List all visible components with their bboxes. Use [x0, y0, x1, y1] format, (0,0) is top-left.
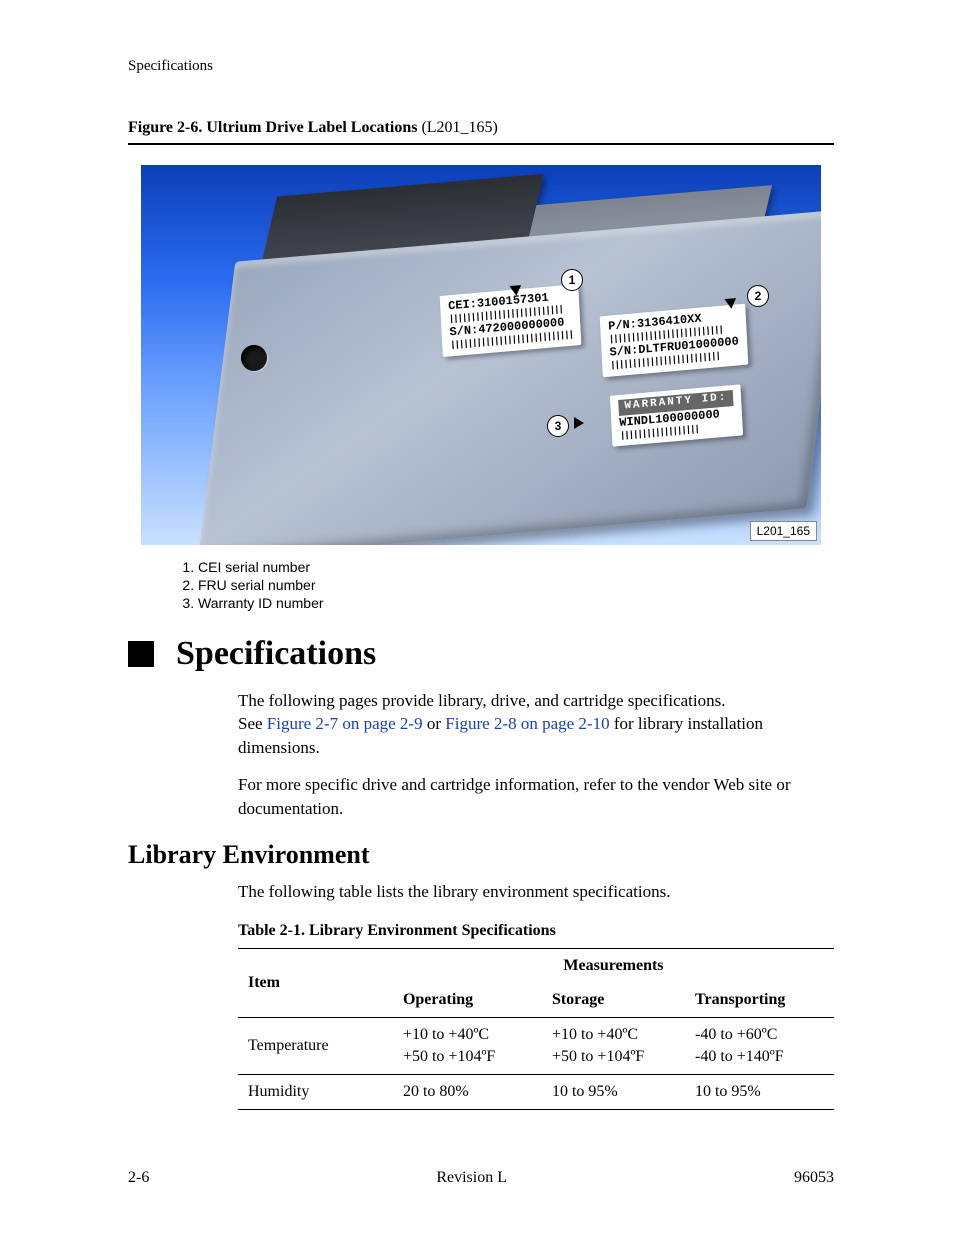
col-item: Item: [238, 948, 393, 1017]
col-measurements: Measurements: [393, 948, 834, 983]
running-head: Specifications: [128, 58, 834, 75]
figure-top-rule: [128, 143, 834, 145]
legend-item: Warranty ID number: [198, 595, 834, 611]
page-footer: 2-6 Revision L 96053: [128, 1169, 834, 1187]
drive-body: [198, 209, 821, 545]
table-title: Table 2-1. Library Environment Specifica…: [238, 920, 834, 942]
subsection-heading: Library Environment: [128, 842, 834, 868]
callout-arrow-3: [574, 417, 584, 429]
legend-item: FRU serial number: [198, 577, 834, 593]
link-figure-2-7[interactable]: Figure 2-7 on page 2-9: [267, 714, 423, 733]
footer-revision: Revision L: [436, 1169, 507, 1187]
col-transporting: Transporting: [685, 983, 834, 1018]
table-cell: 20 to 80%: [393, 1075, 542, 1110]
env-body: The following table lists the library en…: [238, 880, 834, 1110]
callout-1: 1: [561, 269, 583, 291]
table-cell: +10 to +40ºC +50 to +104ºF: [542, 1017, 685, 1074]
env-table: Item Measurements Operating Storage Tran…: [238, 948, 834, 1110]
spec-p2-prefix: See: [238, 714, 267, 733]
figure-caption-label: Figure 2-6. Ultrium Drive Label Location…: [128, 119, 417, 136]
spec-paragraph-3: For more specific drive and cartridge in…: [238, 773, 834, 820]
legend-item: CEI serial number: [198, 559, 834, 575]
label-sticker-cei: CEI:3100157301 |||||||||||||||||||||||||…: [440, 284, 582, 357]
link-figure-2-8[interactable]: Figure 2-8 on page 2-10: [445, 714, 609, 733]
table-cell: -40 to +60ºC -40 to +140ºF: [685, 1017, 834, 1074]
figure-id-tag: L201_165: [750, 521, 817, 541]
figure-image: CEI:3100157301 |||||||||||||||||||||||||…: [141, 165, 821, 545]
body-text: The following pages provide library, dri…: [238, 689, 834, 820]
env-intro: The following table lists the library en…: [238, 880, 834, 903]
figure-caption-code: (L201_165): [421, 119, 497, 136]
footer-doc-number: 96053: [794, 1169, 834, 1187]
heading-square-icon: [128, 641, 154, 667]
footer-page-number: 2-6: [128, 1169, 149, 1187]
table-cell: 10 to 95%: [685, 1075, 834, 1110]
spec-p2-mid: or: [423, 714, 446, 733]
figure-legend: CEI serial number FRU serial number Warr…: [158, 559, 834, 611]
section-heading: Specifications: [176, 637, 376, 671]
col-operating: Operating: [393, 983, 542, 1018]
callout-3: 3: [547, 415, 569, 437]
figure-caption: Figure 2-6. Ultrium Drive Label Location…: [128, 119, 834, 137]
table-cell: Temperature: [238, 1017, 393, 1074]
table-cell: Humidity: [238, 1075, 393, 1110]
section-heading-row: Specifications: [128, 637, 834, 671]
table-cell: +10 to +40ºC +50 to +104ºF: [393, 1017, 542, 1074]
col-storage: Storage: [542, 983, 685, 1018]
table-cell: 10 to 95%: [542, 1075, 685, 1110]
callout-2: 2: [747, 285, 769, 307]
label-sticker-fru: P/N:3136410XX ||||||||||||||||||||||||||…: [600, 304, 748, 377]
spec-paragraph-1: The following pages provide library, dri…: [238, 691, 725, 710]
